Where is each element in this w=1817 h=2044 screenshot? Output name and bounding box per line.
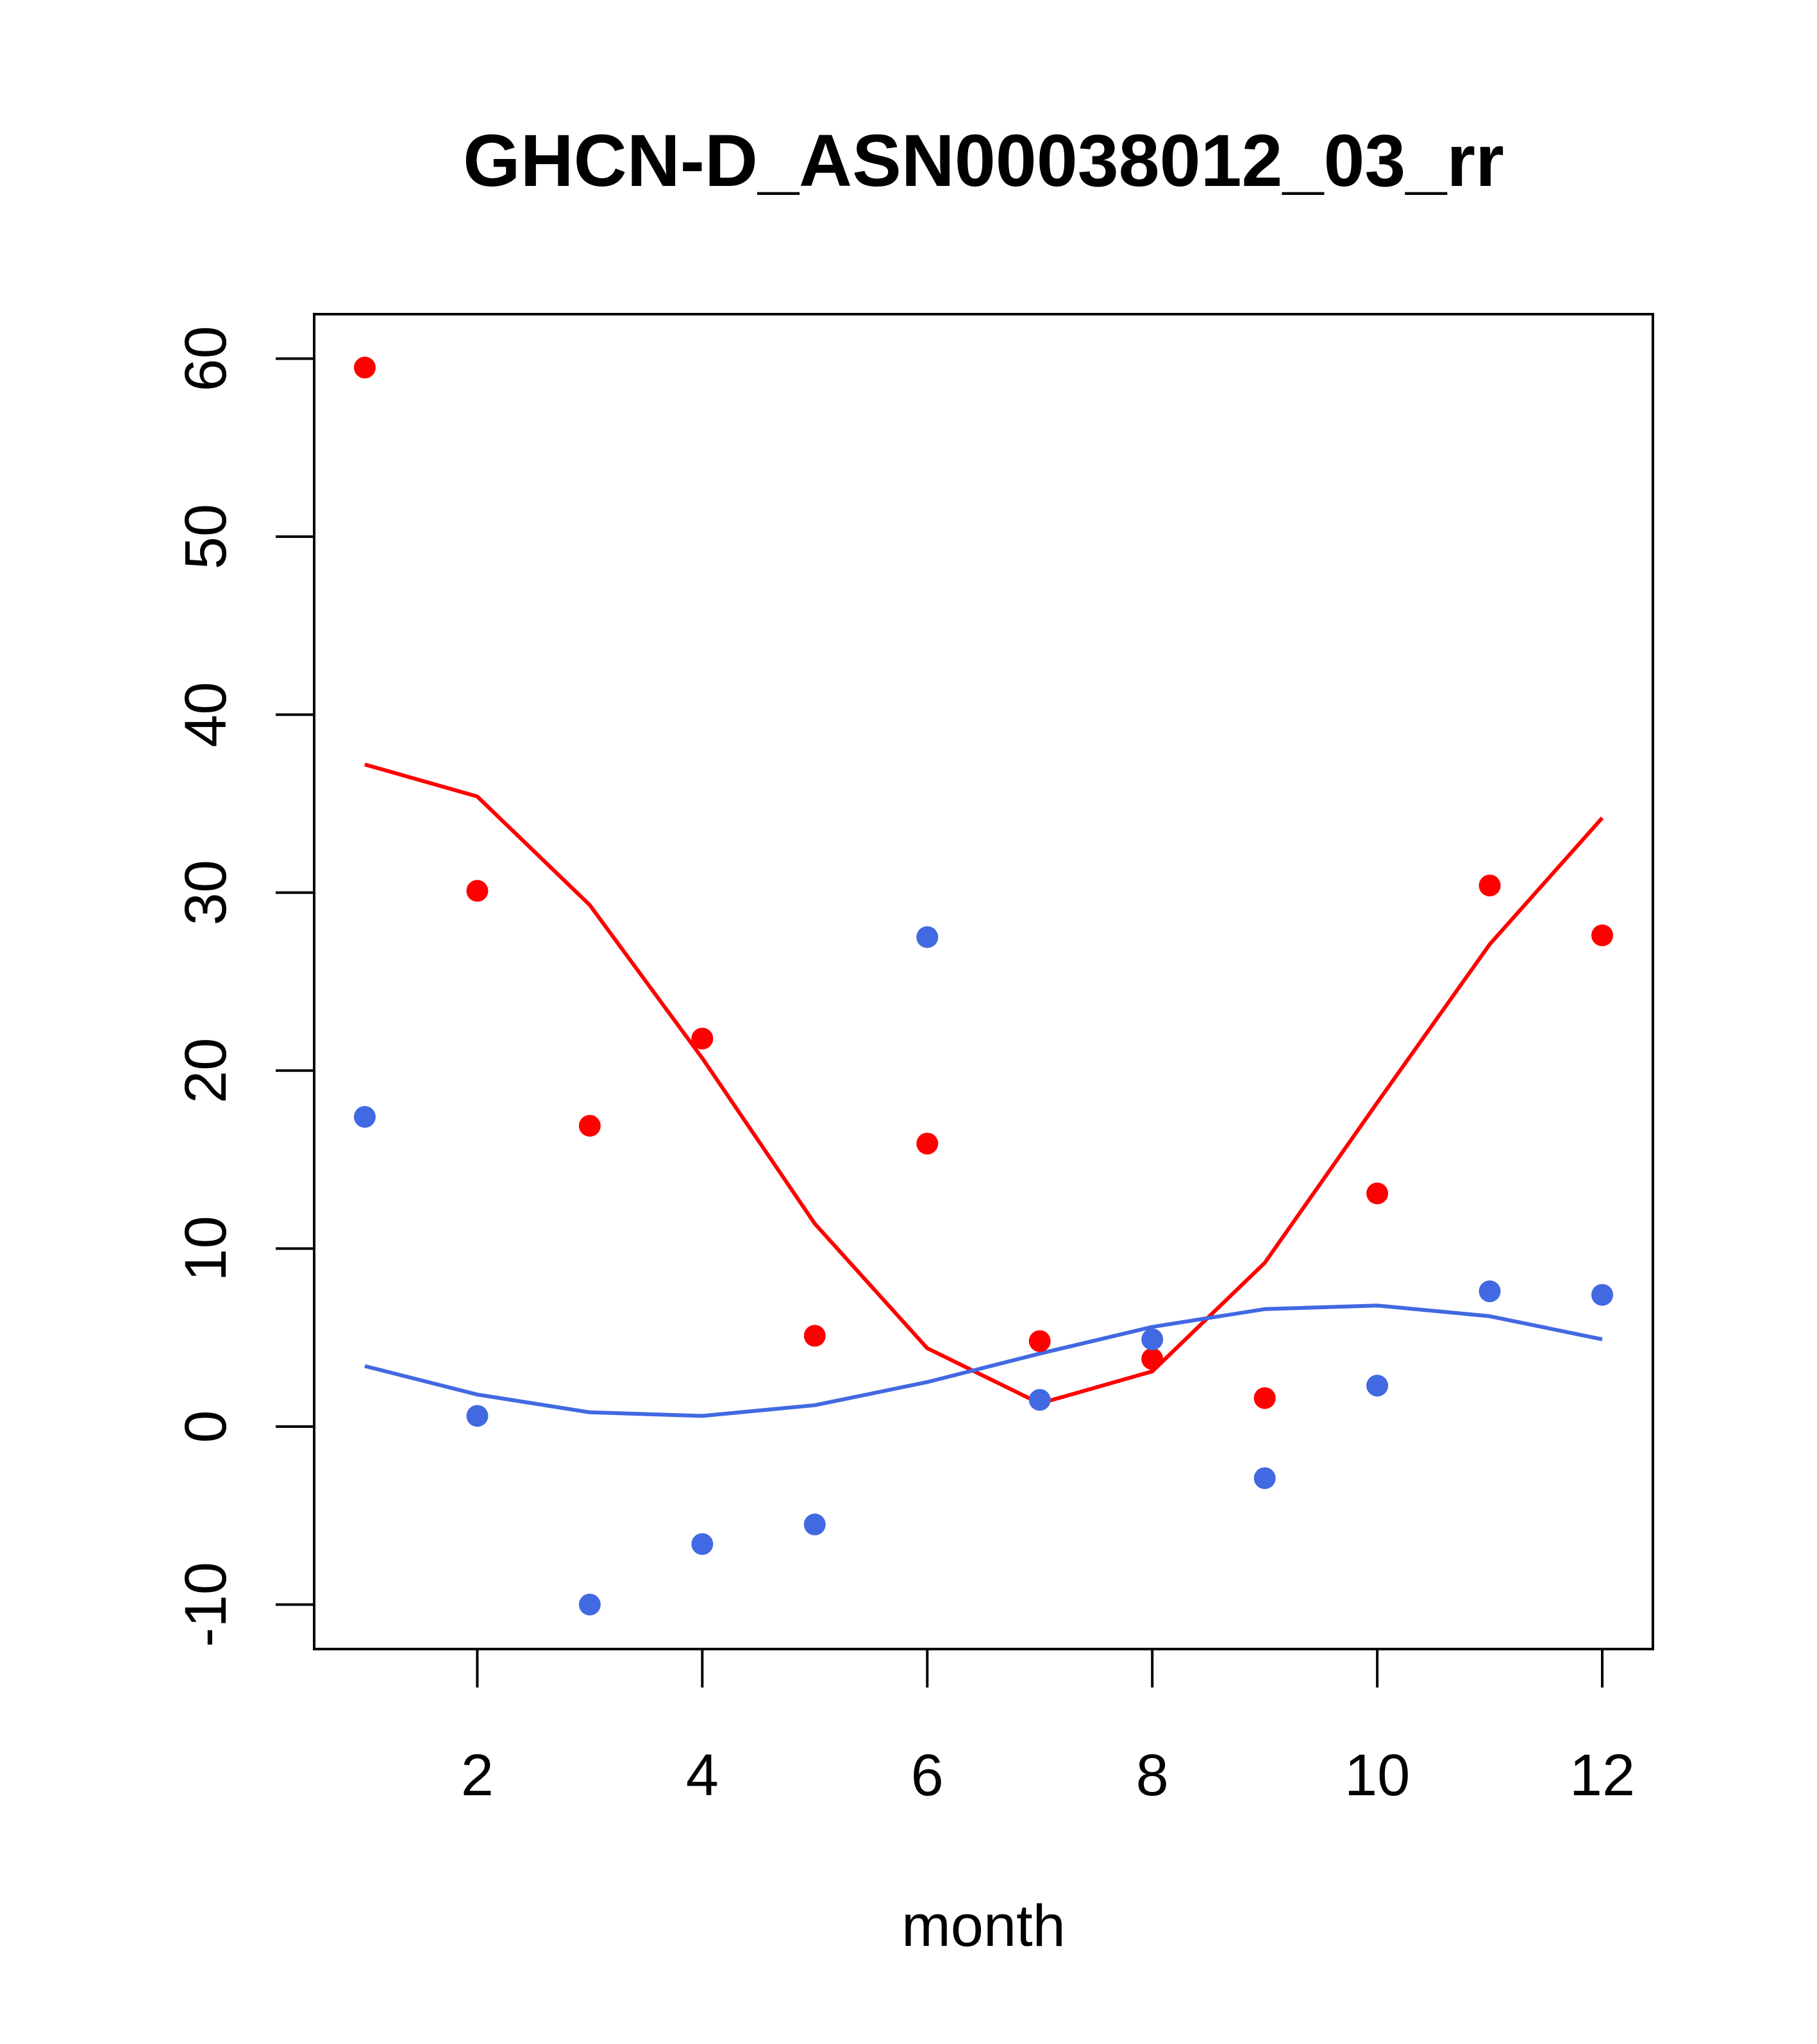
y-axis: -10 0 10 20 30 40 50 60 xyxy=(173,326,315,1647)
y-tick-label: 30 xyxy=(173,860,239,925)
data-point xyxy=(916,1132,939,1155)
x-tick-label: 2 xyxy=(461,1743,494,1808)
data-point xyxy=(1591,1284,1614,1306)
x-tick-label: 6 xyxy=(911,1743,944,1808)
y-tick-label: 0 xyxy=(173,1410,239,1443)
data-point xyxy=(1366,1375,1389,1397)
series-line-4 xyxy=(364,1303,1603,1418)
y-tick-label: 10 xyxy=(173,1216,239,1281)
data-point xyxy=(1253,1387,1276,1409)
data-point xyxy=(353,1105,376,1128)
data-point xyxy=(1478,1280,1501,1303)
data-point xyxy=(691,1027,714,1050)
data-point xyxy=(1141,1348,1164,1370)
chart-title: GHCN-D_ASN00038012_03_rr xyxy=(463,120,1504,202)
data-point xyxy=(466,1405,489,1427)
x-tick-label: 12 xyxy=(1570,1743,1635,1808)
series-layer xyxy=(353,356,1614,1616)
data-point xyxy=(1366,1182,1389,1205)
data-point xyxy=(1591,924,1614,946)
data-point xyxy=(466,880,489,902)
y-tick-label: 50 xyxy=(173,504,239,569)
y-tick-label: 40 xyxy=(173,682,239,747)
x-axis: 2 4 6 8 10 12 xyxy=(461,1648,1635,1808)
data-point xyxy=(803,1325,826,1347)
data-point xyxy=(1141,1328,1164,1350)
data-point xyxy=(578,1593,601,1616)
x-tick-label: 10 xyxy=(1344,1743,1410,1808)
data-point xyxy=(916,926,939,948)
data-point xyxy=(353,356,376,379)
data-point xyxy=(691,1533,714,1555)
data-point xyxy=(1253,1467,1276,1489)
x-tick-label: 4 xyxy=(686,1743,719,1808)
data-point xyxy=(1478,875,1501,897)
y-tick-label: 60 xyxy=(173,326,239,391)
data-point xyxy=(1028,1389,1051,1411)
data-point xyxy=(578,1114,601,1137)
x-axis-label: month xyxy=(901,1893,1066,1959)
data-point xyxy=(1028,1330,1051,1352)
series-line-3 xyxy=(364,762,1604,1405)
y-tick-label: 20 xyxy=(173,1038,239,1103)
x-tick-label: 8 xyxy=(1136,1743,1169,1808)
y-tick-label: -10 xyxy=(173,1562,239,1647)
data-point xyxy=(803,1513,826,1536)
